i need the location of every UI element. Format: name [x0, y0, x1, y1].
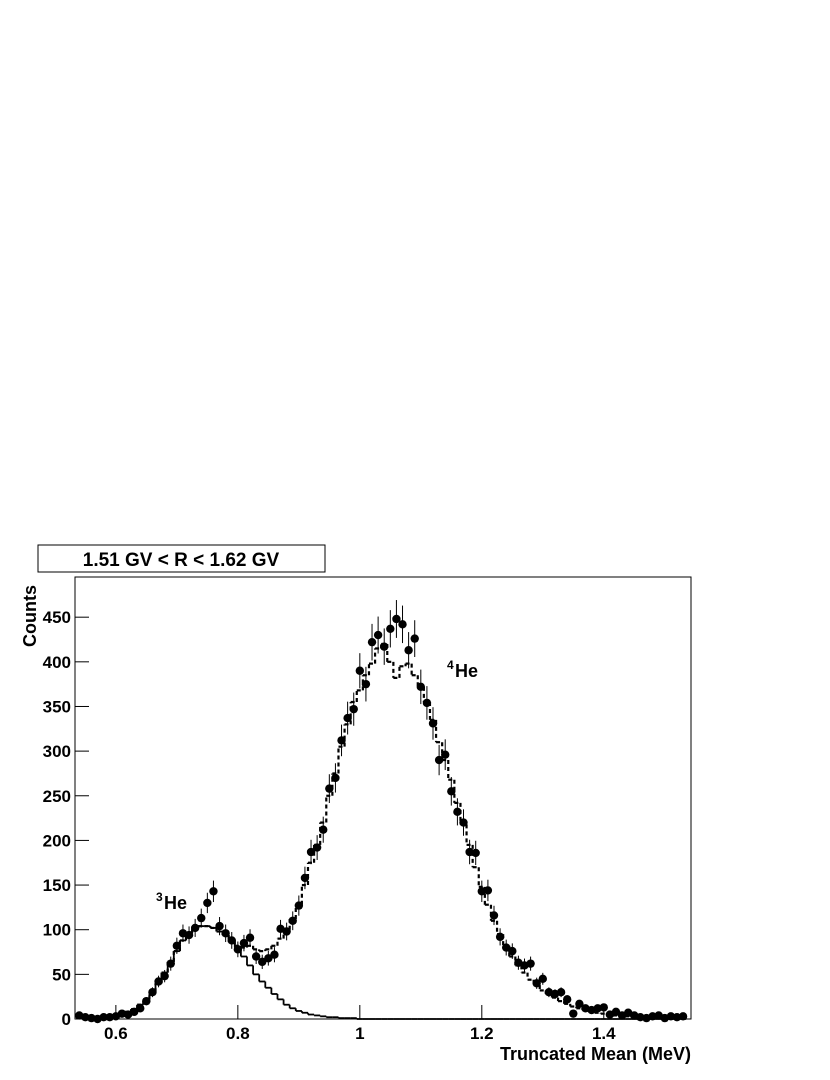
data-point: [245, 933, 255, 942]
data-point: [392, 614, 401, 624]
data-point: [599, 1003, 608, 1012]
chart-title: 1.51 GV < R < 1.62 GV: [83, 550, 280, 571]
y-tick-label: 350: [43, 697, 71, 716]
y-tick-label: 250: [43, 787, 71, 806]
x-axis-label: Truncated Mean (MeV): [500, 1044, 691, 1064]
data-point: [239, 938, 249, 948]
data-point: [611, 1007, 621, 1017]
data-point: [575, 999, 584, 1009]
data-point: [373, 630, 383, 640]
data-point: [197, 913, 206, 923]
annotation-sup: 3: [156, 890, 163, 904]
x-tick-label: 1: [355, 1024, 364, 1043]
data-point: [556, 988, 566, 997]
data-point: [398, 620, 407, 629]
data-point: [203, 898, 212, 908]
annotation: He: [455, 661, 478, 681]
y-tick-label: 400: [43, 653, 71, 672]
data-point: [258, 957, 267, 967]
data-point: [538, 974, 547, 984]
data-point: [404, 646, 413, 655]
y-tick-label: 450: [43, 608, 71, 627]
data-point: [355, 666, 365, 675]
data-point: [270, 950, 279, 959]
y-tick-label: 150: [43, 876, 71, 895]
x-tick-label: 0.8: [226, 1024, 250, 1043]
data-point: [264, 954, 273, 963]
data-point: [386, 624, 395, 633]
data-point: [209, 887, 218, 896]
title-box: [37, 544, 326, 573]
y-axis-label: Counts: [20, 585, 40, 647]
y-tick-label: 300: [43, 742, 71, 761]
data-point: [569, 1009, 578, 1018]
y-tick-label: 50: [52, 965, 71, 984]
annotation: He: [164, 893, 187, 913]
y-tick-label: 0: [62, 1010, 71, 1029]
x-tick-label: 1.2: [470, 1024, 494, 1043]
x-tick-label: 1.4: [592, 1024, 616, 1043]
data-point: [251, 952, 261, 961]
data-point: [410, 634, 419, 643]
y-tick-label: 100: [43, 921, 71, 940]
annotation-sup: 4: [447, 658, 454, 672]
y-tick-label: 200: [43, 831, 71, 850]
data-point: [526, 959, 535, 968]
x-tick-label: 0.6: [104, 1024, 128, 1043]
data-point: [453, 807, 462, 817]
data-point: [367, 637, 377, 647]
